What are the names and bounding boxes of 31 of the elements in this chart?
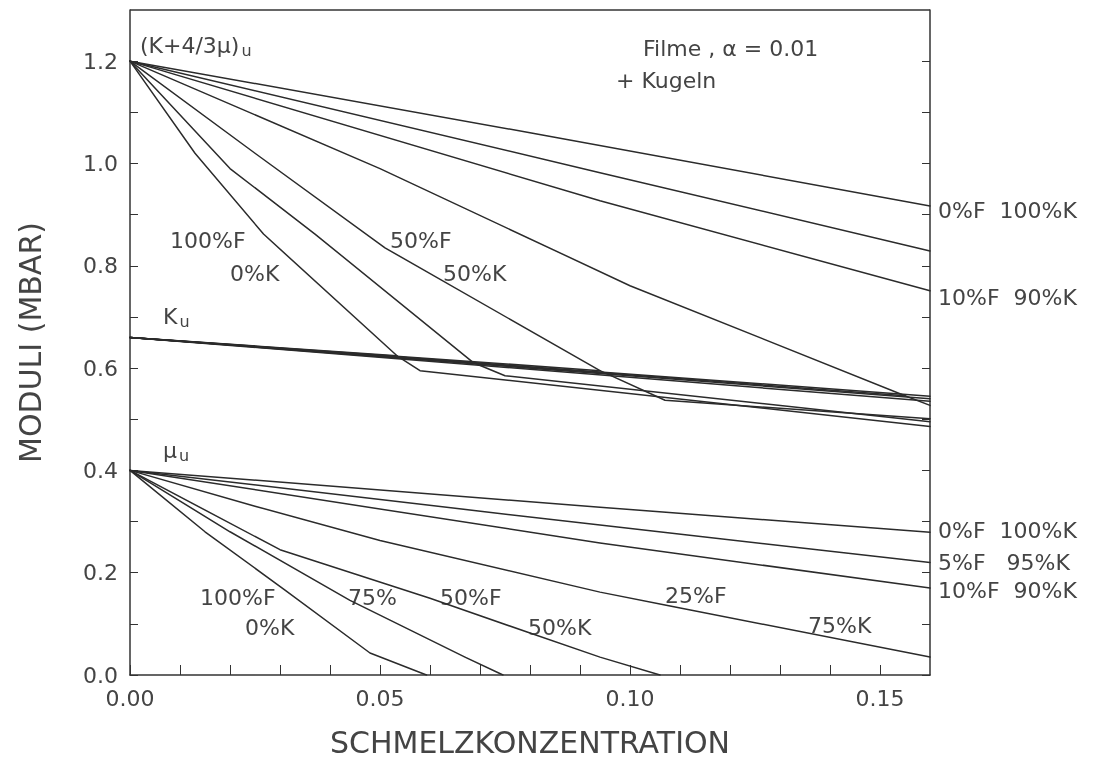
text: 10%F 90%K (938, 284, 1078, 310)
annotation: 25%F (665, 582, 727, 608)
annotation: 100%F (200, 584, 276, 610)
text: 10%F 90%K (938, 577, 1078, 603)
annotation: Filme , α = 0.01 (643, 35, 819, 61)
y-tick-label: 1.2 (83, 48, 118, 74)
text: 0%F 100%K (938, 517, 1078, 543)
annotation: 100%F (170, 227, 246, 253)
annotation: + Kugeln (616, 67, 717, 93)
y-tick-label: 0.0 (83, 662, 118, 688)
y-axis-title: MODULI (MBAR) (12, 222, 48, 463)
annotation: 75% (348, 584, 397, 610)
annotation: 50%K (528, 614, 592, 640)
x-tick-label: 0.05 (355, 685, 405, 711)
annotation: 50%F (390, 227, 452, 253)
y-tick-label: 0.2 (83, 560, 118, 586)
x-tick-label: 0.00 (105, 685, 155, 711)
annotation: 0%K (245, 614, 295, 640)
annotation: 75%K (808, 612, 872, 638)
annotation: 50%F (440, 584, 502, 610)
x-axis-title: SCHMELZKONZENTRATION (329, 724, 731, 760)
annotation: 0%K (230, 260, 280, 286)
text: 5%F 95%K (938, 549, 1071, 575)
annotation: 50%K (443, 260, 507, 286)
x-tick-label: 0.15 (855, 685, 905, 711)
x-tick-label: 0.10 (605, 685, 655, 711)
text: 0%F 100%K (938, 197, 1078, 223)
y-tick-label: 0.8 (83, 253, 118, 279)
y-tick-label: 0.6 (83, 355, 118, 381)
y-tick-label: 0.4 (83, 457, 118, 483)
y-tick-label: 1.0 (83, 150, 118, 176)
